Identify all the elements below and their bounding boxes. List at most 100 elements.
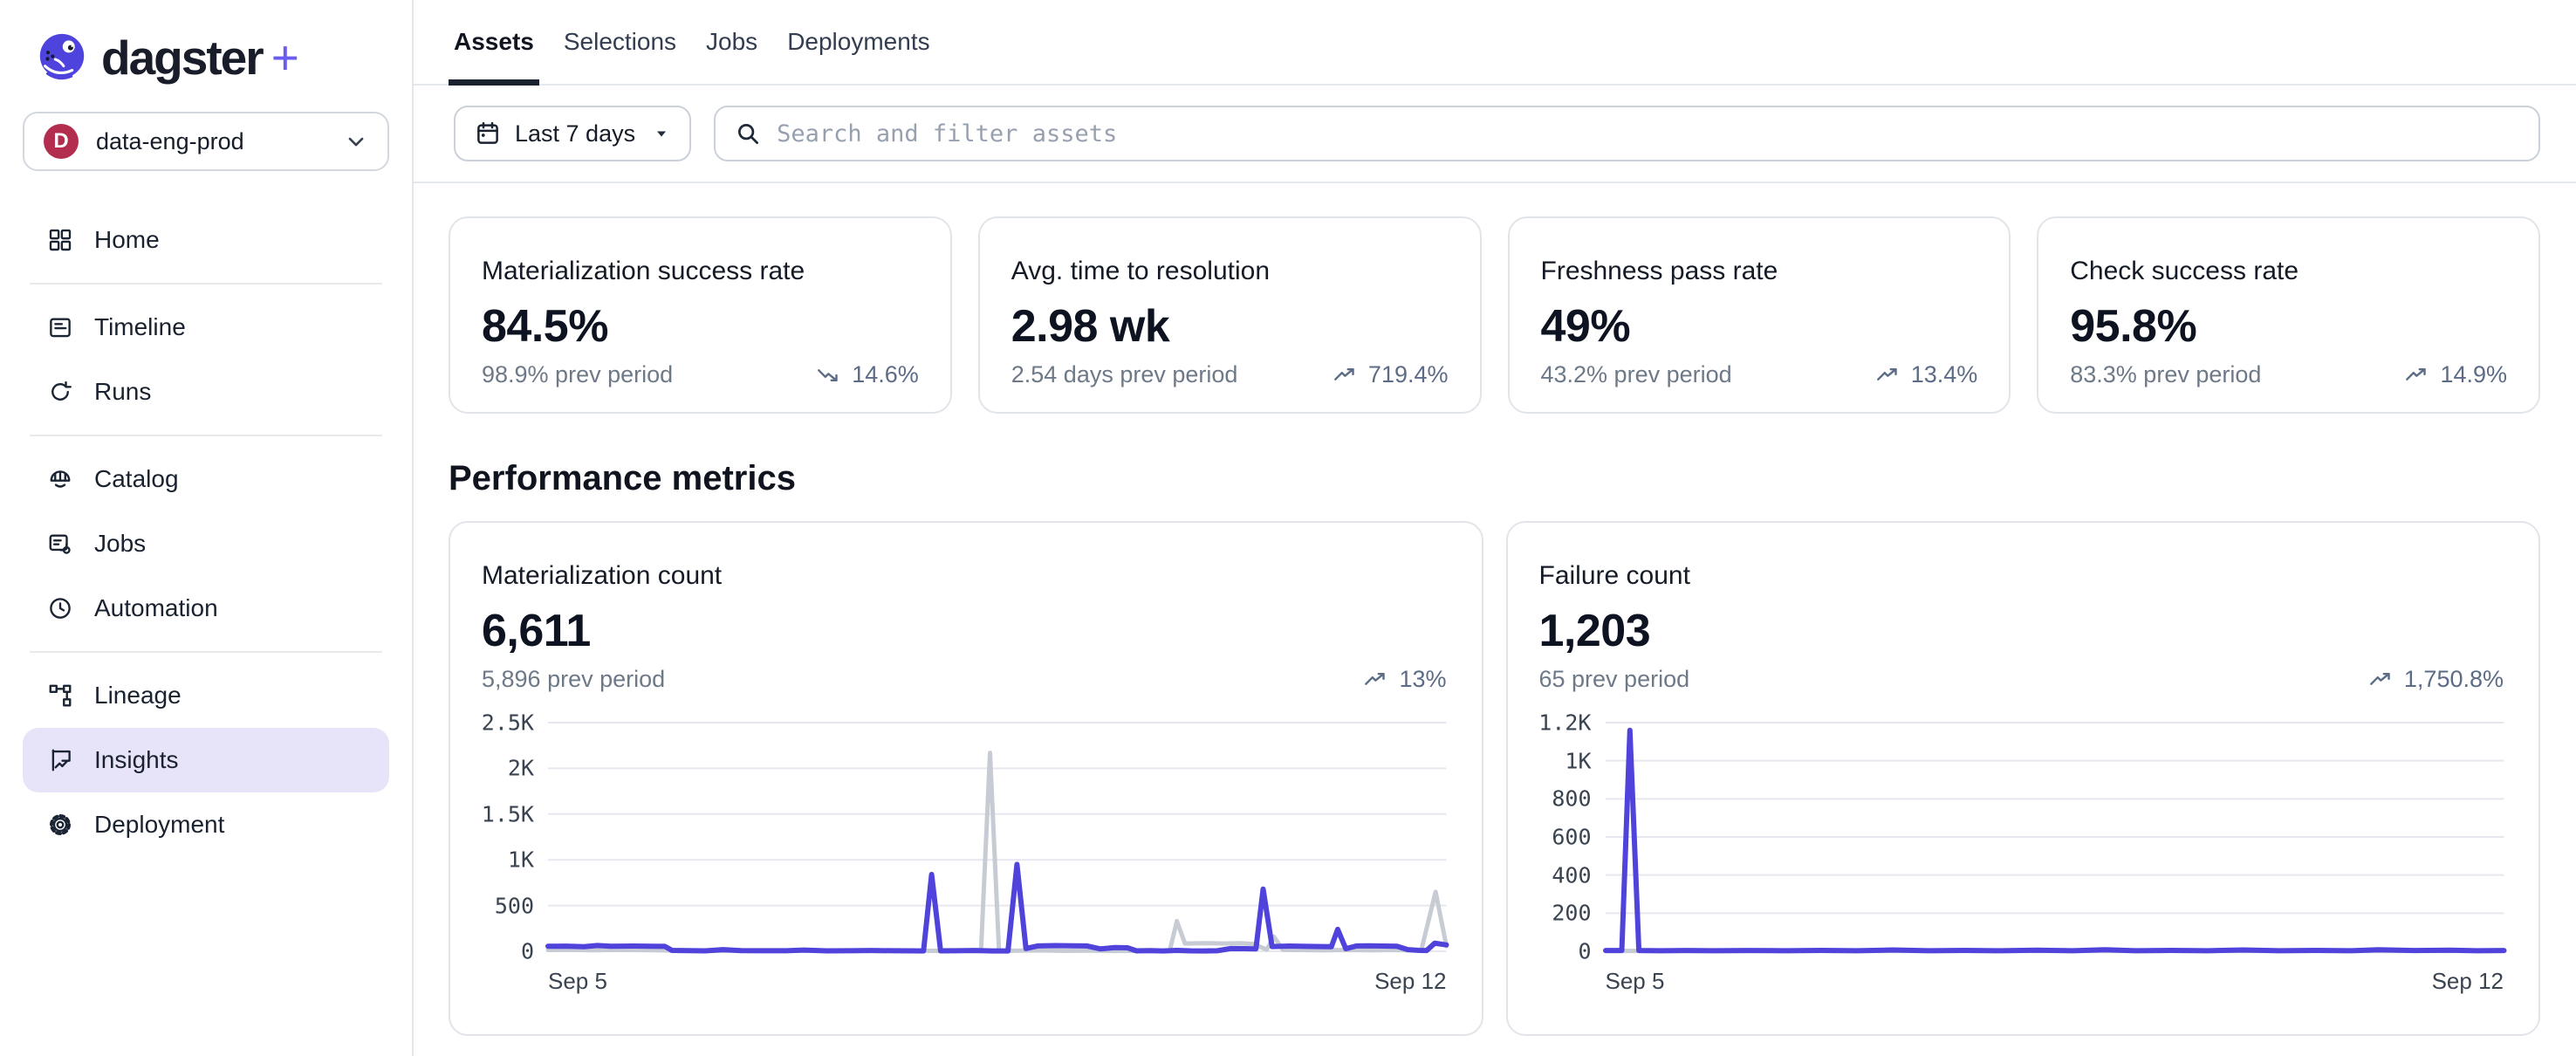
sidebar-item-label: Insights	[94, 746, 179, 773]
y-tick-label: 1K	[507, 847, 534, 873]
chart-delta: 1,750.8%	[2403, 666, 2504, 692]
calendar-icon	[475, 120, 501, 147]
sidebar-item-label: Deployment	[94, 811, 225, 838]
section-title: Performance metrics	[449, 459, 796, 497]
sidebar-nav: Home Timeline Runs Catalog Jobs Automation Lin…	[0, 208, 412, 857]
y-tick-label: 200	[1552, 900, 1592, 926]
y-tick-label: 0	[1578, 938, 1592, 964]
metric-card-value: 49%	[1540, 301, 1631, 352]
line-chart: 0 200 400 600 800 1K 1.2K Sep 5 Sep 12	[1538, 710, 2504, 995]
deployment-icon	[47, 812, 73, 838]
metric-card[interactable]: Freshness pass rate 49% 43.2% prev period 1…	[1507, 216, 2011, 414]
metric-card-delta: 14.9%	[2440, 361, 2507, 387]
sidebar-item-timeline[interactable]: Timeline	[23, 295, 389, 360]
y-tick-label: 800	[1552, 785, 1592, 812]
logo-plus: +	[271, 31, 299, 85]
x-tick-label: Sep 12	[1374, 968, 1447, 994]
sidebar-item-label: Jobs	[94, 530, 147, 557]
sidebar-item-runs[interactable]: Runs	[23, 360, 389, 424]
lineage-icon	[47, 682, 73, 709]
runs-icon	[47, 379, 73, 405]
x-tick-label: Sep 12	[2431, 968, 2504, 994]
sidebar-item-label: Home	[94, 226, 160, 253]
trend-down-icon	[817, 366, 843, 384]
y-tick-label: 2K	[507, 755, 534, 781]
metric-card-title: Check success rate	[2070, 257, 2299, 285]
top-tab-bar: Assets Selections Jobs Deployments	[414, 0, 2576, 86]
date-range-button[interactable]: Last 7 days	[454, 106, 692, 161]
metric-card[interactable]: Materialization success rate 84.5% 98.9% p…	[449, 216, 952, 414]
y-tick-label: 0	[520, 938, 534, 964]
chart-title: Failure count	[1538, 561, 1690, 590]
workspace-selector[interactable]: D data-eng-prod	[23, 112, 389, 171]
metric-cards-row: Materialization success rate 84.5% 98.9% p…	[449, 216, 2540, 414]
y-tick-label: 500	[494, 893, 534, 919]
sidebar-item-jobs[interactable]: Jobs	[23, 511, 389, 576]
workspace-label: data-eng-prod	[96, 127, 244, 154]
x-tick-label: Sep 5	[1605, 968, 1665, 994]
metric-card-value: 84.5%	[482, 301, 608, 352]
metric-card-value: 95.8%	[2070, 301, 2197, 352]
chart-card: Failure count 1,203 65 prev period 1,750.8%…	[1505, 521, 2540, 1036]
trend-up-icon	[1876, 366, 1902, 384]
sidebar-item-automation[interactable]: Automation	[23, 576, 389, 641]
logo-text: dagster	[101, 31, 264, 85]
logo[interactable]: dagster +	[0, 0, 412, 86]
metric-card[interactable]: Check success rate 95.8% 83.3% prev period…	[2037, 216, 2540, 414]
jobs-icon	[47, 531, 73, 557]
chart-delta: 13%	[1399, 666, 1447, 692]
x-axis: Sep 5 Sep 12	[548, 951, 1447, 995]
tab-selections[interactable]: Selections	[563, 28, 677, 55]
trend-up-icon	[1333, 366, 1360, 384]
chart-prev: 5,896 prev period	[482, 666, 666, 692]
sidebar-item-label: Automation	[94, 594, 218, 621]
search-box[interactable]	[714, 106, 2540, 161]
dagster-logo-icon	[35, 31, 89, 85]
timeline-icon	[47, 314, 73, 340]
sidebar-item-lineage[interactable]: Lineage	[23, 663, 389, 728]
metric-card-title: Avg. time to resolution	[1011, 257, 1271, 285]
metric-card-prev: 43.2% prev period	[1540, 361, 1732, 387]
chevron-down-icon	[344, 129, 368, 154]
metric-card-value: 2.98 wk	[1011, 301, 1170, 352]
x-tick-label: Sep 5	[548, 968, 607, 994]
tab-deployments[interactable]: Deployments	[787, 28, 930, 55]
metric-card[interactable]: Avg. time to resolution 2.98 wk 2.54 days …	[977, 216, 1482, 414]
series-line-prev-period	[548, 753, 1447, 951]
caret-down-icon	[653, 125, 670, 142]
sidebar-item-deployment[interactable]: Deployment	[23, 792, 389, 857]
y-tick-label: 2.5K	[481, 710, 534, 736]
search-icon	[735, 120, 761, 147]
trend-up-icon	[2405, 366, 2431, 384]
sidebar-item-label: Runs	[94, 378, 152, 405]
sidebar-item-home[interactable]: Home	[23, 208, 389, 272]
trend-up-icon	[1364, 670, 1390, 689]
metric-card-title: Materialization success rate	[482, 257, 805, 285]
chart-card: Materialization count 6,611 5,896 prev per…	[449, 521, 1483, 1036]
chart-cards-row: Materialization count 6,611 5,896 prev per…	[449, 521, 2540, 1036]
y-tick-label: 600	[1552, 824, 1592, 850]
search-input[interactable]	[777, 120, 2519, 147]
tab-assets[interactable]: Assets	[449, 0, 539, 86]
series-line-current-period	[1606, 730, 2504, 951]
metric-card-delta: 719.4%	[1367, 361, 1449, 387]
metric-card-prev: 98.9% prev period	[482, 361, 674, 387]
sidebar-item-catalog[interactable]: Catalog	[23, 447, 389, 511]
chart-title: Materialization count	[482, 561, 723, 590]
plot-area	[1606, 723, 2504, 951]
trend-up-icon	[2369, 670, 2395, 689]
metric-card-delta: 14.6%	[852, 361, 919, 387]
line-chart: 0 500 1K 1.5K 2K 2.5K Sep 5 Sep 12	[481, 710, 1447, 995]
y-tick-label: 1K	[1565, 748, 1592, 774]
sidebar-item-label: Catalog	[94, 465, 179, 492]
y-axis: 0 200 400 600 800 1K 1.2K	[1538, 710, 1606, 964]
sidebar-item-insights[interactable]: Insights	[23, 728, 389, 792]
sidebar: dagster + D data-eng-prod Home Timeline Ru…	[0, 0, 414, 1056]
y-axis: 0 500 1K 1.5K 2K 2.5K	[481, 710, 548, 964]
chart-prev: 65 prev period	[1538, 666, 1690, 692]
sidebar-divider	[30, 651, 382, 653]
y-tick-label: 1.5K	[481, 801, 534, 827]
sidebar-divider	[30, 435, 382, 436]
tab-jobs[interactable]: Jobs	[706, 28, 758, 55]
